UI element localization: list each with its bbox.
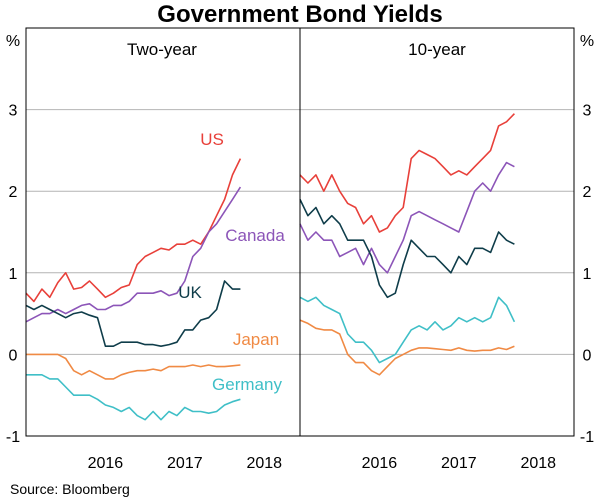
series-line-two-year-canada xyxy=(25,186,242,323)
series-line-10-year-us xyxy=(299,113,515,233)
panel-title-10-year: 10-year xyxy=(408,40,466,59)
y-tick-right-1: 1 xyxy=(583,266,592,283)
series-line-two-year-japan xyxy=(26,353,241,380)
series-line-two-year-us xyxy=(25,158,242,303)
series-line-10-year-japan xyxy=(299,319,515,376)
series-label-us: US xyxy=(200,130,224,149)
series-line-10-year-germany xyxy=(299,296,516,364)
y-unit-left: % xyxy=(6,33,20,50)
series-line-two-year-germany xyxy=(26,373,241,421)
series-line-10-year-uk xyxy=(299,199,515,299)
y-unit-right: % xyxy=(580,33,594,50)
y-tick-right-0: 0 xyxy=(583,347,592,364)
x-tick-right-2018: 2018 xyxy=(520,455,556,472)
chart-title: Government Bond Yields xyxy=(157,1,442,28)
panel-title-two-year: Two-year xyxy=(127,40,197,59)
series-label-uk: UK xyxy=(178,283,202,302)
y-tick-right-2: 2 xyxy=(583,184,592,201)
series-line-two-year-uk xyxy=(25,280,241,348)
series-lines xyxy=(25,113,516,421)
y-tick-labels: -1 -1 0 0 1 1 2 2 3 3 xyxy=(6,103,594,446)
x-tick-right-2016: 2016 xyxy=(362,455,398,472)
y-tick-right-3: 3 xyxy=(583,103,592,120)
y-tick-left-0: 0 xyxy=(9,347,18,364)
y-tick-left--1: -1 xyxy=(6,429,20,446)
series-label-canada: Canada xyxy=(225,226,285,245)
y-tick-left-3: 3 xyxy=(9,103,18,120)
series-line-10-year-canada xyxy=(299,161,515,274)
x-tick-labels: 2016 2017 2018 2016 2017 2018 xyxy=(88,455,557,472)
y-tick-left-2: 2 xyxy=(9,184,18,201)
x-tick-left-2018: 2018 xyxy=(246,455,282,472)
x-tick-right-2017: 2017 xyxy=(441,455,477,472)
y-tick-left-1: 1 xyxy=(9,266,18,283)
y-tick-right--1: -1 xyxy=(580,429,594,446)
x-tick-left-2017: 2017 xyxy=(167,455,203,472)
x-tick-left-2016: 2016 xyxy=(88,455,124,472)
series-label-japan: Japan xyxy=(233,330,279,349)
series-label-germany: Germany xyxy=(212,375,282,394)
source-note: Source: Bloomberg xyxy=(10,481,130,497)
